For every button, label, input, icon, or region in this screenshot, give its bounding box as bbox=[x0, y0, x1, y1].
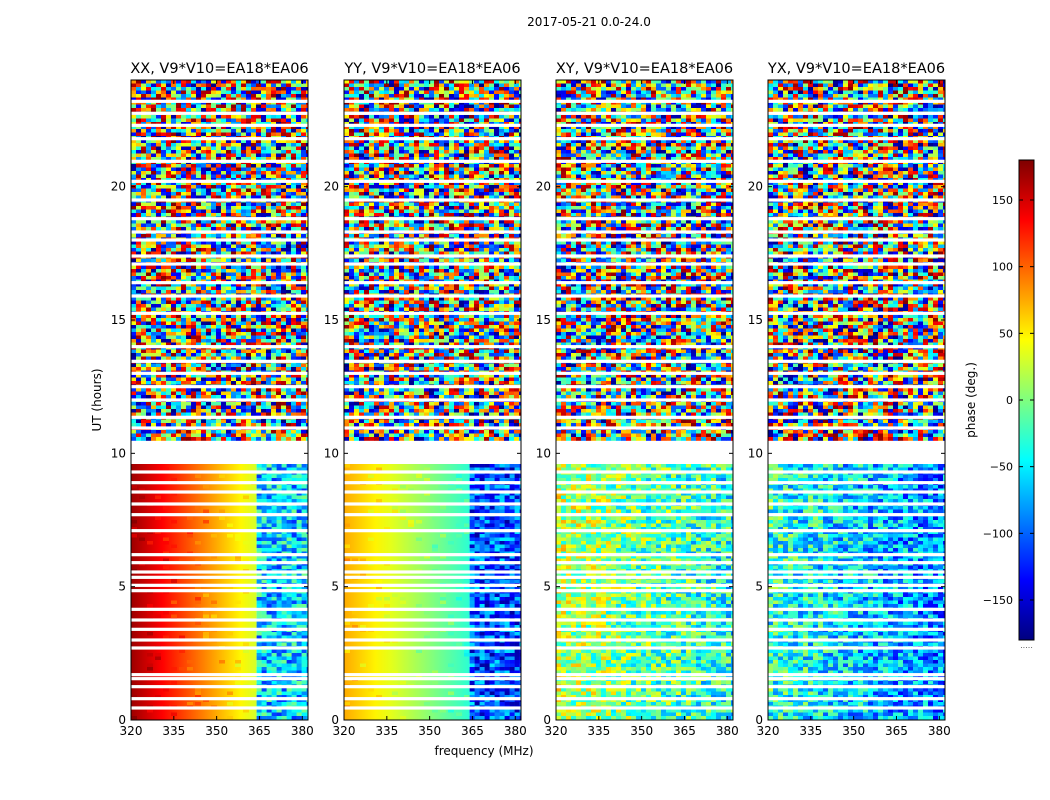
x-tick-label: 380 bbox=[716, 724, 739, 738]
x-tick-label: 365 bbox=[673, 724, 696, 738]
panel-title: YY, V9*V10=EA18*EA06 bbox=[343, 61, 520, 77]
x-tick-label: 380 bbox=[504, 724, 527, 738]
y-tick-label: 5 bbox=[543, 580, 551, 594]
panel-title: YX, V9*V10=EA18*EA06 bbox=[767, 61, 945, 77]
x-tick-label: 350 bbox=[418, 724, 441, 738]
colorbar-tick-label: 0 bbox=[1006, 394, 1013, 407]
colorbar-label: phase (deg.) bbox=[964, 362, 978, 438]
panel-title: XY, V9*V10=EA18*EA06 bbox=[556, 61, 733, 77]
y-tick-label: 0 bbox=[755, 713, 763, 727]
plot-frame bbox=[343, 79, 522, 721]
y-tick-label: 20 bbox=[111, 180, 126, 194]
x-axis-label: frequency (MHz) bbox=[434, 744, 533, 758]
flagged-gaps bbox=[556, 99, 733, 710]
y-tick-label: 10 bbox=[324, 446, 339, 460]
colorbar-tick-label: 50 bbox=[999, 327, 1013, 340]
y-tick-label: 5 bbox=[118, 580, 126, 594]
x-tick-label: 350 bbox=[630, 724, 653, 738]
heatmap-cells bbox=[131, 80, 308, 720]
y-tick-label: 5 bbox=[331, 580, 339, 594]
y-tick-label: 5 bbox=[755, 580, 763, 594]
x-tick-label: 335 bbox=[799, 724, 822, 738]
x-tick-label: 335 bbox=[162, 724, 185, 738]
y-tick-label: 15 bbox=[748, 313, 763, 327]
y-tick-label: 20 bbox=[324, 180, 339, 194]
flagged-gaps bbox=[768, 99, 945, 710]
x-tick-label: 335 bbox=[587, 724, 610, 738]
figure-suptitle: 2017-05-21 0.0-24.0 bbox=[527, 15, 651, 29]
colorbar-tick-label: −50 bbox=[990, 461, 1013, 474]
y-tick-label: 10 bbox=[111, 446, 126, 460]
panel-title: XX, V9*V10=EA18*EA06 bbox=[130, 61, 308, 77]
y-tick-label: 20 bbox=[748, 180, 763, 194]
colorbar-footer-mark: ..... bbox=[1020, 641, 1033, 650]
x-tick-label: 365 bbox=[885, 724, 908, 738]
y-axis-label: UT (hours) bbox=[90, 368, 104, 431]
y-tick-label: 15 bbox=[536, 313, 551, 327]
x-tick-label: 365 bbox=[248, 724, 271, 738]
x-tick-label: 350 bbox=[205, 724, 228, 738]
heatmap-cells bbox=[768, 80, 945, 720]
x-tick-label: 380 bbox=[928, 724, 951, 738]
x-tick-label: 365 bbox=[461, 724, 484, 738]
x-tick-label: 320 bbox=[120, 724, 143, 738]
y-tick-label: 0 bbox=[543, 713, 551, 727]
plot-frame bbox=[555, 79, 734, 721]
y-tick-label: 15 bbox=[324, 313, 339, 327]
colorbar-tick-label: −100 bbox=[983, 527, 1013, 540]
x-tick-label: 320 bbox=[545, 724, 568, 738]
panel-3: YX, V9*V10=EA18*EA06 320 335 350 365 380 0 5 10 1… bbox=[748, 61, 951, 738]
x-tick-label: 320 bbox=[333, 724, 356, 738]
colorbar-tick-label: −150 bbox=[983, 594, 1013, 607]
x-tick-label: 350 bbox=[842, 724, 865, 738]
plot-frame bbox=[130, 79, 309, 721]
y-tick-label: 0 bbox=[331, 713, 339, 727]
y-tick-label: 0 bbox=[118, 713, 126, 727]
heatmap-cells bbox=[344, 80, 521, 720]
panel-2: XY, V9*V10=EA18*EA06 320 335 350 365 380 0 5 10 1… bbox=[536, 61, 739, 738]
flagged-gaps bbox=[131, 99, 308, 710]
plot-frame bbox=[767, 79, 946, 721]
x-tick-label: 335 bbox=[375, 724, 398, 738]
panel-group: XX, V9*V10=EA18*EA06 320 335 350 365 380 0 5 10 1… bbox=[111, 61, 951, 738]
x-tick-label: 320 bbox=[757, 724, 780, 738]
panel-0: XX, V9*V10=EA18*EA06 320 335 350 365 380 0 5 10 1… bbox=[111, 61, 314, 738]
x-tick-label: 380 bbox=[291, 724, 314, 738]
flagged-gaps bbox=[344, 99, 521, 710]
y-tick-label: 10 bbox=[748, 446, 763, 460]
y-tick-label: 20 bbox=[536, 180, 551, 194]
colorbar-tick-label: 150 bbox=[992, 194, 1013, 207]
y-tick-label: 15 bbox=[111, 313, 126, 327]
colorbar-tick-label: 100 bbox=[992, 261, 1013, 274]
heatmap-cells bbox=[556, 80, 733, 720]
colorbar: 150 100 50 0 −50 −100 −150 phase (deg.)..... bbox=[964, 159, 1035, 650]
segment-3-random bbox=[131, 80, 308, 441]
segment-2-random bbox=[768, 80, 945, 441]
panel-1: YY, V9*V10=EA18*EA06 320 335 350 365 380 0 5 10 1… bbox=[324, 61, 527, 738]
y-tick-label: 10 bbox=[536, 446, 551, 460]
